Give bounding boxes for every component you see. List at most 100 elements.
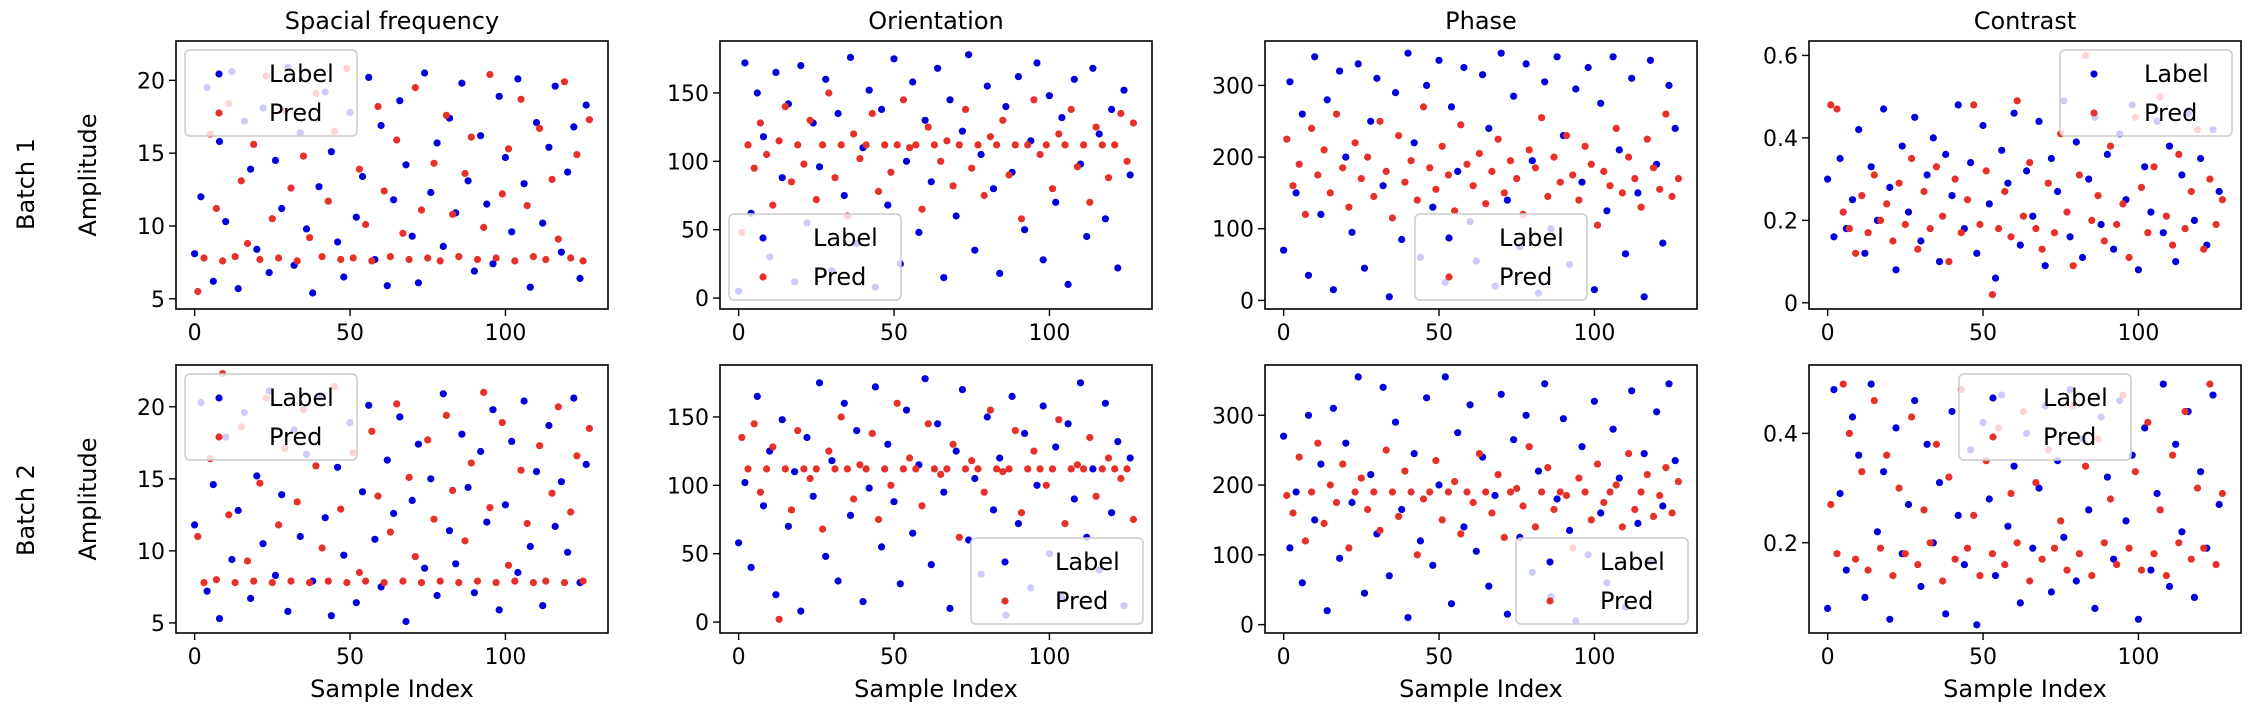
pred-point — [1370, 192, 1378, 201]
pred-point — [1500, 189, 1508, 197]
label-point — [927, 178, 935, 186]
y-tick-label: 0 — [695, 287, 709, 312]
label-point — [1836, 154, 1844, 163]
label-point — [1848, 196, 1857, 204]
label-point — [1354, 373, 1362, 381]
pred-point — [974, 465, 982, 473]
pred-point — [2075, 550, 2083, 558]
label-point — [390, 509, 398, 517]
pred-point — [1005, 171, 1013, 179]
pred-point — [1895, 484, 1903, 492]
pred-point — [529, 253, 538, 261]
pred-point — [1581, 142, 1589, 150]
pred-point — [843, 465, 852, 473]
label-point — [2190, 216, 2198, 224]
label-point — [1286, 544, 1294, 552]
label-point — [890, 498, 898, 506]
x-tick-label: 50 — [880, 321, 908, 346]
label-point — [253, 472, 261, 480]
label-point — [1609, 425, 1617, 433]
label-point — [958, 386, 967, 394]
pred-point — [517, 466, 525, 474]
label-point — [1578, 178, 1586, 186]
label-point — [1510, 92, 1518, 100]
label-point — [1603, 207, 1611, 215]
pred-point — [473, 577, 482, 585]
pred-point — [1073, 461, 1081, 469]
pred-point — [306, 234, 314, 242]
axes-frame — [1264, 364, 1698, 634]
pred-point — [467, 459, 475, 467]
label-point — [1108, 509, 1116, 517]
label-point — [1671, 124, 1679, 132]
x-tick-label: 50 — [1425, 321, 1453, 346]
pred-point — [993, 465, 1001, 473]
label-point — [1665, 380, 1673, 388]
pred-point — [1382, 446, 1390, 454]
pred-point — [1086, 433, 1094, 442]
pred-point — [473, 255, 482, 264]
legend-marker-label — [2090, 70, 2098, 78]
pred-point — [924, 123, 932, 131]
legend-label-label: Label — [2043, 384, 2108, 412]
x-tick-label: 100 — [1573, 645, 1615, 670]
pred-point — [1976, 572, 1984, 580]
label-point — [1292, 189, 1300, 197]
pred-point — [1970, 101, 1978, 109]
label-point — [1323, 96, 1331, 104]
pred-point — [1926, 539, 1934, 547]
label-point — [865, 484, 873, 492]
pred-point — [1674, 175, 1682, 183]
label-point — [1014, 520, 1023, 528]
x-axis-label: Sample Index — [1943, 675, 2107, 703]
label-point — [2041, 262, 2049, 270]
pred-point — [293, 257, 301, 265]
pred-point — [492, 579, 500, 587]
label-point — [1021, 226, 1029, 234]
pred-point — [461, 169, 469, 178]
y-tick-label: 50 — [681, 543, 709, 568]
pred-point — [1908, 154, 1916, 163]
pred-point — [393, 400, 401, 408]
pred-point — [1662, 110, 1670, 118]
label-point — [458, 430, 466, 438]
x-tick-label: 100 — [2117, 321, 2159, 346]
label-point — [1292, 488, 1300, 496]
pred-point — [424, 436, 432, 444]
pred-point — [2032, 225, 2040, 233]
pred-point — [806, 474, 814, 483]
y-tick-label: 0 — [1240, 289, 1254, 314]
pred-point — [362, 577, 370, 585]
pred-point — [1852, 249, 1860, 257]
axes-frame — [1808, 364, 2242, 634]
label-point — [2110, 245, 2118, 253]
label-point — [1628, 74, 1636, 82]
pred-point — [1444, 171, 1452, 179]
pred-point — [986, 133, 995, 141]
legend-label-label: Label — [269, 60, 334, 88]
pred-point — [812, 465, 820, 473]
label-point — [1553, 53, 1561, 61]
pred-point — [2088, 572, 2096, 580]
pred-point — [1332, 110, 1341, 118]
label-point — [545, 143, 553, 151]
pred-point — [1525, 146, 1533, 154]
pred-point — [1098, 141, 1106, 149]
pred-point — [324, 577, 332, 585]
pred-point — [906, 144, 914, 152]
label-point — [470, 589, 478, 597]
pred-point — [1320, 519, 1328, 528]
label-point — [1923, 171, 1931, 179]
label-point — [2172, 440, 2180, 448]
label-point — [971, 474, 979, 483]
pred-point — [1920, 187, 1928, 196]
label-point — [797, 607, 805, 615]
y-tick-label: 200 — [1212, 474, 1254, 499]
label-point — [834, 109, 842, 118]
pred-point — [256, 255, 264, 264]
label-point — [464, 177, 472, 185]
label-point — [803, 433, 811, 442]
pred-point — [2200, 544, 2208, 552]
pred-point — [1432, 457, 1440, 465]
label-point — [2110, 555, 2118, 563]
